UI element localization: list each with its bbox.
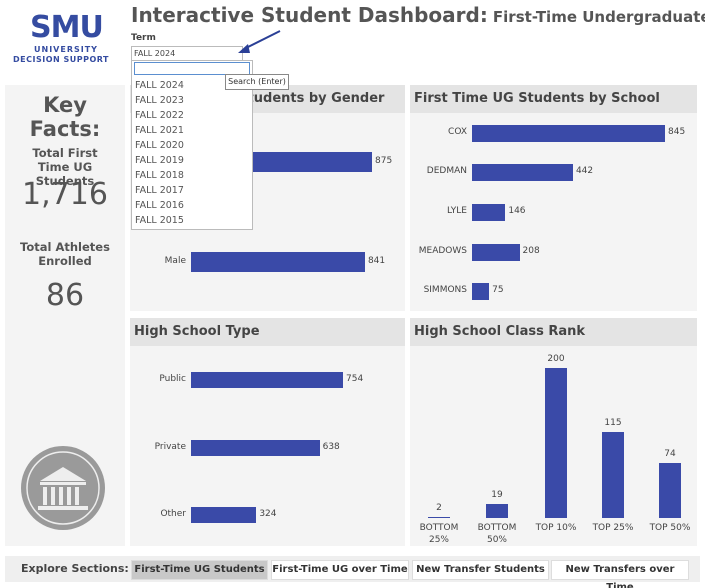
category-label: Private [154, 442, 186, 452]
category-label: COX [448, 127, 467, 137]
dropdown-option[interactable]: FALL 2016 [135, 200, 184, 211]
dropdown-option[interactable]: FALL 2020 [135, 140, 184, 151]
value-label: 638 [322, 442, 340, 452]
chart-title: High School Class Rank [410, 318, 697, 346]
category-label: TOP 50% [649, 523, 691, 533]
search-input[interactable] [134, 62, 250, 75]
value-label: 200 [547, 354, 565, 364]
bar [472, 243, 520, 261]
key-facts-title: Key Facts: [29, 93, 101, 141]
nav-button[interactable]: First-Time UG over Time [271, 560, 409, 580]
value-label: 841 [367, 256, 386, 266]
chart-panel: High School Class Rank 2 BOTTOM 25% 19 BOTTO… [410, 318, 697, 546]
category-label: TOP 10% [535, 523, 577, 533]
nav-button[interactable]: First-Time UG Students [131, 560, 268, 580]
dropdown-option[interactable]: FALL 2023 [135, 95, 184, 106]
logo-line: DECISION SUPPORT [13, 55, 110, 64]
value-label: 74 [664, 448, 676, 459]
value-label: 115 [604, 417, 622, 428]
value-label: 208 [522, 246, 540, 256]
title-row: Interactive Student Dashboard: First-Tim… [131, 3, 705, 27]
fact-label: Total Athletes Enrolled [20, 240, 110, 268]
bar [486, 503, 508, 518]
footer-label: Explore Sections: [21, 562, 129, 575]
category-label: Public [159, 374, 186, 384]
nav-button[interactable]: New Transfers over Time [551, 560, 689, 588]
tooltip: Search (Enter) [225, 74, 289, 90]
logo: SMU [30, 10, 104, 45]
title: Interactive Student Dashboard: [131, 3, 488, 27]
chart-panel: First Time UG Students by School 845 COX 44… [410, 85, 697, 311]
category-label: Male [164, 256, 186, 266]
pointer-arrow [238, 30, 281, 53]
fact-label: Total First Time UG Students [32, 146, 98, 188]
chart-panel: High School Type 754 Public 638 Private 324 Ot… [130, 318, 405, 546]
fact-value: 1,716 [22, 177, 108, 212]
dropdown-option[interactable]: FALL 2024 [135, 80, 184, 91]
bar [472, 282, 490, 300]
footer: Explore Sections: First-Time UG Students… [5, 556, 700, 588]
subtitle: First-Time Undergraduate Students [492, 8, 705, 26]
filter-label: Term [131, 33, 156, 43]
bar [472, 124, 665, 142]
dropdown-option[interactable]: FALL 2015 [135, 215, 184, 226]
chart-title: High School Type [130, 318, 405, 346]
category-label: DEDMAN [426, 166, 467, 176]
category-label: BOTTOM 50% [477, 523, 517, 545]
bar [659, 462, 681, 518]
category-label: Other [160, 509, 186, 519]
dropdown-option[interactable]: FALL 2021 [135, 125, 184, 136]
value-label: 146 [508, 206, 526, 216]
value-label: 75 [492, 285, 504, 295]
dropdown-option[interactable]: FALL 2022 [135, 110, 184, 121]
dropdown-option[interactable]: FALL 2019 [135, 155, 184, 166]
value-label: 324 [259, 509, 277, 519]
value-label: 875 [375, 156, 393, 166]
chart-title: First Time UG Students by School [410, 85, 697, 113]
key-facts-panel: Key Facts: Total First Time UG Students … [5, 85, 125, 546]
bar [428, 516, 450, 518]
category-label: SIMMONS [423, 285, 467, 295]
category-label: TOP 25% [592, 523, 634, 533]
bar [545, 368, 567, 518]
value-label: 442 [575, 166, 594, 176]
seal [21, 446, 105, 530]
nav-button[interactable]: New Transfer Students [412, 560, 549, 580]
bar [602, 431, 624, 518]
logo-line: UNIVERSITY [34, 45, 98, 54]
category-label: LYLE [446, 206, 467, 216]
dropdown-option[interactable]: FALL 2017 [135, 185, 184, 196]
bar [472, 203, 506, 221]
category-label: BOTTOM 25% [419, 523, 459, 545]
dropdown-option[interactable]: FALL 2018 [135, 170, 184, 181]
value-label: 754 [346, 374, 364, 384]
value-label: 845 [668, 127, 686, 137]
bar [191, 372, 343, 388]
value-label: 19 [491, 489, 503, 500]
bar [191, 252, 365, 272]
bar [191, 440, 320, 456]
bar [191, 507, 257, 523]
fact-value: 86 [45, 278, 85, 313]
term-dropdown[interactable]: FALL 2024 [131, 46, 243, 61]
category-label: MEADOWS [418, 246, 467, 256]
value-label: 2 [436, 502, 442, 513]
bar [472, 163, 573, 181]
